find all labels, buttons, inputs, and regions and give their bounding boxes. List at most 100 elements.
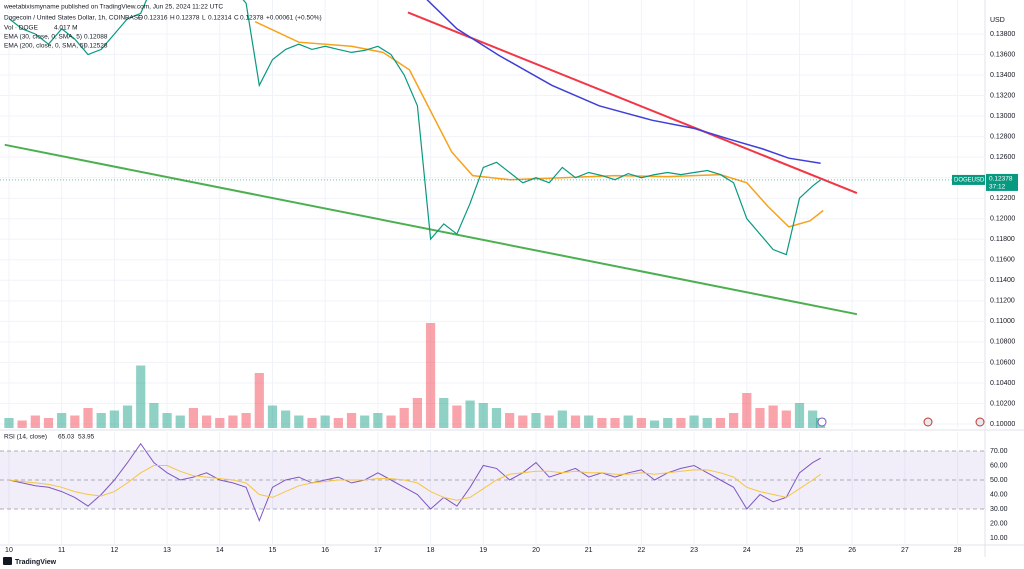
volume-bar — [610, 418, 620, 428]
volume-bar — [294, 415, 304, 428]
price-tag-label: 0.12378 — [989, 176, 1013, 183]
x-tick-label: 19 — [479, 547, 487, 554]
y-tick-label: 0.12800 — [990, 133, 1015, 140]
x-tick-label: 13 — [163, 547, 171, 554]
symbol-tag-label: DOGEUSD — [954, 178, 985, 184]
symbol-tag — [952, 174, 985, 185]
rsi-tick-label: 40.00 — [990, 491, 1008, 498]
volume-bar — [557, 410, 567, 428]
publisher: weetabixismyname published on TradingVie… — [3, 4, 223, 11]
ohlc-value: 0.12316 — [144, 15, 168, 22]
volume-pane — [4, 323, 826, 428]
ema-legend-value: 0.12088 — [84, 34, 108, 41]
legend-title: Dogecoin / United States Dollar, 1h, COI… — [4, 15, 143, 22]
rsi-legend-value: 53.95 — [78, 434, 95, 441]
x-tick-label: 24 — [743, 547, 751, 554]
flag-icon[interactable] — [975, 417, 985, 427]
volume-bar — [320, 415, 330, 428]
volume-bar — [17, 420, 27, 428]
volume-bar — [663, 418, 673, 428]
price-line — [8, 0, 821, 256]
volume-bar — [162, 413, 172, 428]
x-tick-label: 26 — [848, 547, 856, 554]
ohlc-value: 0.12378 — [176, 15, 200, 22]
flag-icon[interactable] — [923, 417, 933, 427]
price-tag — [986, 173, 1018, 191]
volume-bar — [505, 413, 515, 428]
x-tick-label: 16 — [321, 547, 329, 554]
event-icon[interactable] — [817, 417, 827, 427]
volume-bar — [30, 415, 40, 428]
volume-bar — [570, 415, 581, 428]
volume-bar — [70, 415, 80, 428]
volume-bar — [531, 413, 541, 428]
x-tick-label: 28 — [954, 547, 962, 554]
volume-bar — [584, 415, 594, 428]
ohlc-key: C — [234, 15, 239, 22]
volume-bar — [623, 415, 633, 428]
y-tick-label: 0.10800 — [990, 339, 1015, 346]
x-tick-label: 12 — [110, 547, 118, 554]
price-tag-label: 37:12 — [989, 184, 1006, 191]
volume-bar — [373, 413, 383, 428]
ema-legend: EMA (200, close, 0, SMA, 5) — [4, 43, 86, 50]
volume-bar — [57, 413, 67, 428]
y-tick-label: 0.11600 — [990, 257, 1015, 264]
y-tick-label: 0.12000 — [990, 216, 1015, 223]
volume-bar — [188, 408, 199, 428]
y-tick-label: 0.11800 — [990, 236, 1015, 243]
y-tick-label: 0.13800 — [990, 31, 1015, 38]
volume-bar — [689, 415, 699, 428]
volume-bar — [491, 408, 502, 428]
ohlc-value: 0.12314 — [208, 15, 232, 22]
y-tick-label: 0.13400 — [990, 72, 1015, 79]
volume-bar — [201, 415, 212, 428]
volume-bar — [175, 415, 185, 428]
volume-bar — [649, 420, 660, 428]
ohlc-value: +0.00061 (+0.50%) — [266, 15, 322, 22]
y-tick-label: 0.10400 — [990, 380, 1015, 387]
volume-bar — [781, 410, 791, 428]
volume-legend: Vol · DOGE — [4, 25, 39, 32]
volume-bar — [715, 418, 726, 428]
volume-bar — [425, 323, 436, 428]
x-tick-label: 21 — [585, 547, 593, 554]
volume-bar — [518, 415, 528, 428]
volume-bar — [636, 418, 646, 428]
volume-legend-value: 4.017 M — [54, 25, 78, 32]
volume-bar — [215, 418, 225, 428]
ema-legend-value: 0.12528 — [84, 43, 108, 50]
x-tick-label: 14 — [216, 547, 224, 554]
x-tick-label: 27 — [901, 547, 909, 554]
volume-bar — [808, 410, 818, 428]
x-tick-label: 23 — [690, 547, 698, 554]
rsi-tick-label: 30.00 — [990, 506, 1008, 513]
volume-bar — [241, 413, 251, 428]
rsi-tick-label: 20.00 — [990, 520, 1008, 527]
footer-brand: TradingView — [15, 559, 57, 566]
y-tick-label: 0.13200 — [990, 92, 1015, 99]
tradingview-logo — [3, 557, 12, 565]
x-tick-label: 22 — [637, 547, 645, 554]
volume-bar — [346, 413, 357, 428]
volume-bar — [544, 415, 554, 428]
y-tick-label: 0.13000 — [990, 113, 1015, 120]
y-tick-label: 0.10200 — [990, 400, 1015, 407]
x-tick-label: 10 — [5, 547, 13, 554]
volume-bar — [702, 418, 712, 428]
volume-bar — [43, 418, 54, 428]
volume-bar — [412, 398, 423, 428]
rsi-line — [8, 465, 821, 501]
volume-bar — [439, 398, 449, 428]
volume-bar — [478, 403, 488, 428]
rsi-tick-label: 50.00 — [990, 477, 1008, 484]
volume-bar — [465, 400, 475, 428]
y-tick-label: 0.13600 — [990, 51, 1015, 58]
volume-bar — [452, 405, 462, 428]
volume-bar — [755, 408, 765, 428]
volume-bar — [136, 365, 146, 428]
x-tick-label: 18 — [427, 547, 435, 554]
ohlc-value: 0.12378 — [240, 15, 264, 22]
ohlc-key: L — [202, 15, 206, 22]
y-tick-label: 0.10600 — [990, 359, 1015, 366]
